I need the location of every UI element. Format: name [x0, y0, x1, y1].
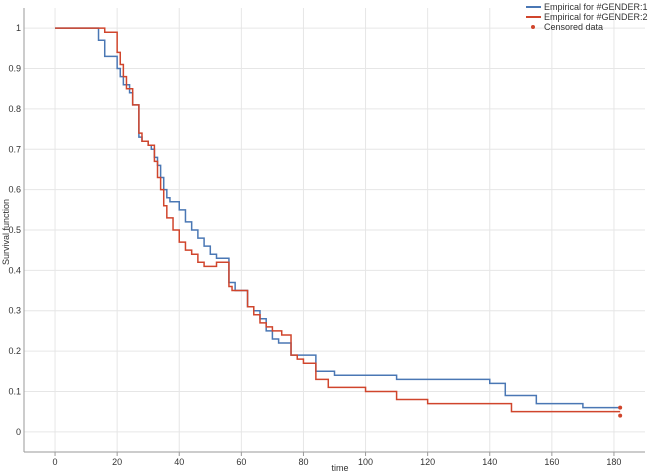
x-tick-label: 100 [358, 457, 373, 467]
legend-label-gender-1: Empirical for #GENDER:1 [544, 2, 648, 12]
censored-markers [618, 405, 623, 418]
censored-point [618, 413, 623, 418]
x-tick-label: 140 [482, 457, 497, 467]
y-tick-label: 0.4 [8, 265, 21, 275]
x-tick-label: 60 [236, 457, 246, 467]
y-tick-label: 0.6 [8, 185, 21, 195]
grid-layer [24, 8, 645, 452]
y-tick-label: 0.8 [8, 104, 21, 114]
x-tick-label: 160 [544, 457, 559, 467]
x-tick-label: 180 [606, 457, 621, 467]
legend: Empirical for #GENDER:1 Empirical for #G… [526, 2, 648, 32]
series-layer [55, 27, 621, 413]
legend-label-gender-2: Empirical for #GENDER:2 [544, 12, 648, 22]
x-axis-title: time [331, 463, 348, 473]
y-axis-title: Survival function [1, 199, 11, 265]
x-tick-label: 20 [112, 457, 122, 467]
y-tick-label: 0.3 [8, 306, 21, 316]
y-tick-label: 0.2 [8, 346, 21, 356]
series-line-gender-2 [55, 27, 621, 413]
y-tick-label: 0.9 [8, 64, 21, 74]
y-tick-label: 0.7 [8, 144, 21, 154]
y-tick-label: 0.1 [8, 386, 21, 396]
x-tick-label: 40 [174, 457, 184, 467]
x-tick-label: 80 [298, 457, 308, 467]
y-tick-label: 1 [16, 23, 21, 33]
y-tick-label: 0 [16, 427, 21, 437]
censored-point [618, 405, 623, 410]
legend-label-censored: Censored data [544, 22, 603, 32]
x-tick-label: 0 [53, 457, 58, 467]
legend-swatch-censored [531, 25, 535, 29]
axis-layer: 0 20 40 60 80 100 120 140 160 180 0 0.1 0.2 0.3 0.4 0.5… [8, 8, 645, 467]
y-tick-label: 0.5 [8, 225, 21, 235]
x-tick-label: 120 [420, 457, 435, 467]
